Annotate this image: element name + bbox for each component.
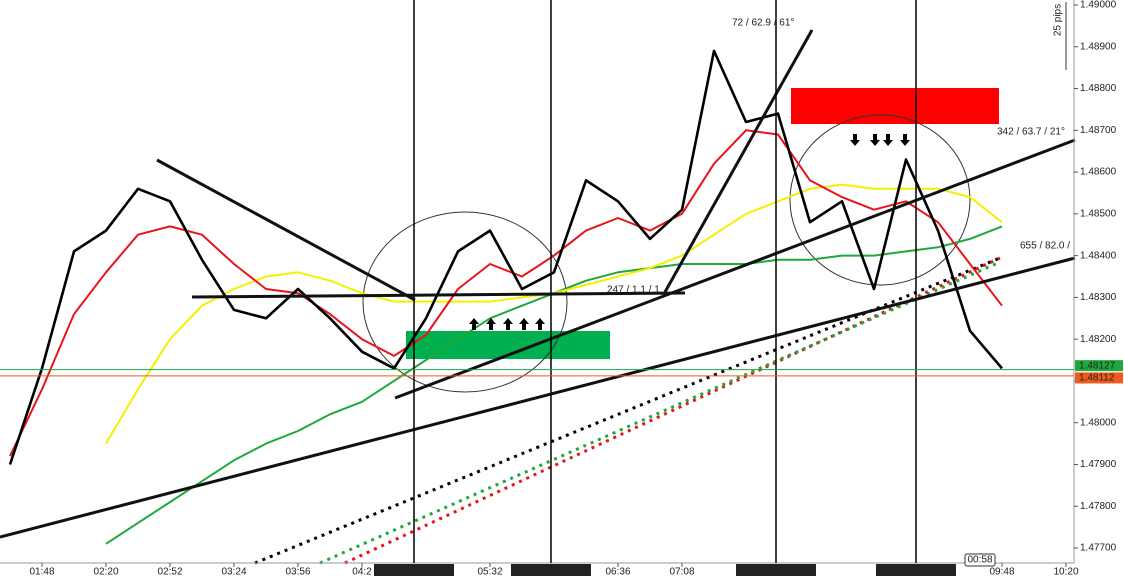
y-tick-label: 1.48600 bbox=[1080, 167, 1117, 178]
resistance-box bbox=[791, 88, 999, 124]
up-arrow bbox=[535, 318, 545, 330]
dotted-channels bbox=[254, 256, 1001, 565]
annotation: 00:58 bbox=[967, 555, 992, 566]
trend-line bbox=[156, 158, 416, 302]
time-marker-label: 08/03/2016 08:00 bbox=[737, 565, 815, 576]
up-arrow bbox=[503, 318, 513, 330]
x-tick-label: 07:08 bbox=[669, 567, 694, 578]
y-tick-label: 1.47700 bbox=[1080, 543, 1117, 554]
price-tag bbox=[1075, 372, 1123, 384]
x-tick-label: 02:20 bbox=[93, 567, 118, 578]
up-arrow bbox=[469, 318, 479, 330]
price-tag bbox=[1075, 360, 1123, 372]
up-arrow bbox=[519, 318, 529, 330]
annotation: 655 / 82.0 / bbox=[1020, 241, 1070, 252]
down-arrow bbox=[883, 134, 893, 146]
annotation: 72 / 62.9 / 61° bbox=[732, 18, 794, 29]
trend-line bbox=[191, 291, 686, 299]
timer-box bbox=[964, 553, 996, 567]
down-arrow bbox=[850, 134, 860, 146]
price-tag-label: 1.48127 bbox=[1079, 360, 1116, 371]
plot-area bbox=[254, 88, 1001, 565]
time-marker-box bbox=[736, 564, 816, 576]
y-tick-label: 1.48300 bbox=[1080, 292, 1117, 303]
time-marker-box bbox=[511, 564, 591, 576]
down-arrow bbox=[900, 134, 910, 146]
time-marker-label: 08/03/2016 06:08 bbox=[512, 565, 590, 576]
price-tag-label: 1.48112 bbox=[1079, 373, 1115, 384]
y-tick-label: 1.48800 bbox=[1080, 83, 1117, 94]
x-tick-label: 10:20 bbox=[1053, 567, 1078, 578]
time-marker-label: 08/03/2016 05:00 bbox=[375, 565, 453, 576]
time-marker-box bbox=[374, 564, 454, 576]
x-tick-label: 01:48 bbox=[29, 567, 54, 578]
arrows bbox=[469, 134, 910, 330]
y-tick-label: 1.49000 bbox=[1080, 0, 1117, 11]
trend-line bbox=[663, 29, 814, 293]
annotation: 342 / 63.7 / 21° bbox=[997, 127, 1065, 138]
x-tick-label: 03:24 bbox=[221, 567, 246, 578]
trend-line bbox=[0, 256, 1076, 539]
down-arrow bbox=[870, 134, 880, 146]
circle bbox=[362, 211, 568, 393]
trend-lines bbox=[0, 29, 1076, 539]
series-line bbox=[9, 129, 1003, 457]
up-arrow bbox=[486, 318, 496, 330]
y-tick-label: 1.48200 bbox=[1080, 334, 1117, 345]
x-tick-label: 02:52 bbox=[157, 567, 182, 578]
dotted-line bbox=[254, 256, 1001, 565]
x-tick-label: 06:36 bbox=[605, 567, 630, 578]
y-tick-label: 1.48500 bbox=[1080, 208, 1117, 219]
x-tick-label: 04:2 bbox=[352, 567, 372, 578]
series-line bbox=[8, 49, 1003, 465]
time-marker-box bbox=[876, 564, 956, 576]
annotation: 247 / 1.1 / 1 bbox=[607, 285, 660, 296]
y-tick-label: 1.48700 bbox=[1080, 125, 1117, 136]
y-tick-label: 1.47800 bbox=[1080, 501, 1117, 512]
circle bbox=[789, 114, 971, 286]
annotation: 25 pips bbox=[1053, 4, 1064, 36]
x-tick-label: 03:56 bbox=[285, 567, 310, 578]
y-tick-label: 1.47900 bbox=[1080, 459, 1117, 470]
time-marker-label: 08/03/2016 09:10 bbox=[877, 565, 955, 576]
x-tick-label: 09:48 bbox=[989, 567, 1014, 578]
x-tick-label: 05:32 bbox=[477, 567, 502, 578]
y-tick-label: 1.48900 bbox=[1080, 41, 1117, 52]
trend-line bbox=[394, 138, 1076, 400]
y-tick-label: 1.48400 bbox=[1080, 250, 1117, 261]
y-tick-label: 1.48000 bbox=[1080, 417, 1117, 428]
